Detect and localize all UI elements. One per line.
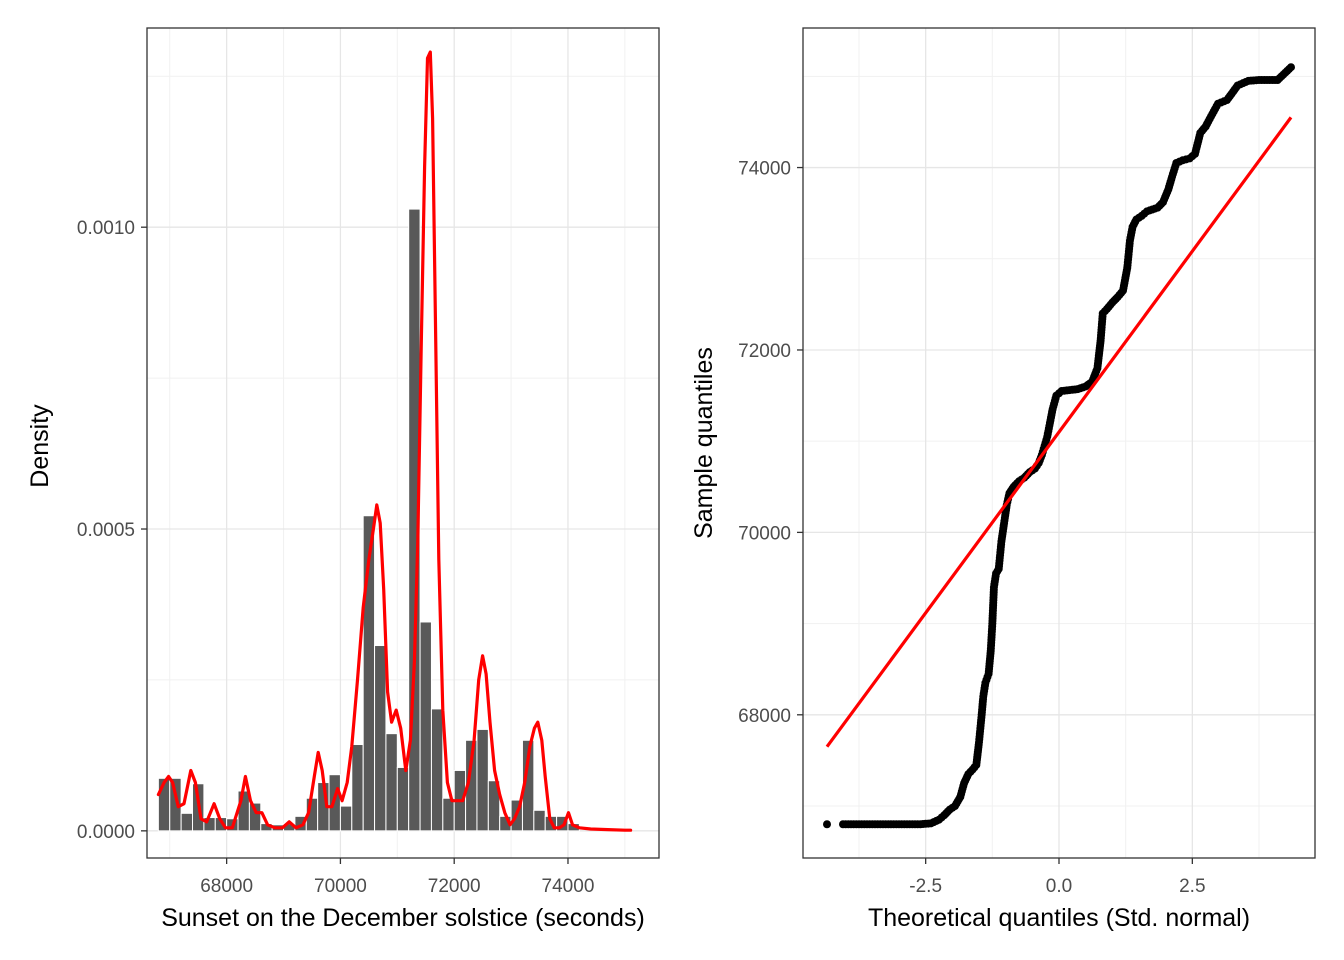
histogram-bar: [180, 812, 194, 832]
left-y-axis-title: Density: [26, 404, 54, 488]
y-tick-label: 68000: [738, 706, 791, 727]
qq-plot-panel: -2.5 0.0 2.5 68000 70000 72000 74000 Theoreti…: [690, 27, 1316, 932]
left-x-axis-title: Sunset on the December solstice (seconds…: [161, 904, 645, 932]
right-y-ticks: 68000 70000 72000 74000: [738, 159, 803, 727]
x-tick-label: 2.5: [1179, 876, 1205, 897]
histogram-bar: [533, 809, 546, 832]
histogram-bar: [374, 645, 387, 832]
histogram-bar: [442, 797, 455, 832]
y-tick-label: 0.0000: [77, 822, 135, 843]
x-tick-label: 74000: [542, 876, 595, 897]
left-y-ticks: 0.0000 0.0005 0.0010: [77, 218, 147, 843]
right-y-axis-title: Sample quantiles: [690, 347, 718, 539]
density-histogram-panel: 68000 70000 72000 74000 0.00000.00050.0010 …: [26, 27, 660, 932]
qq-point: [1287, 63, 1295, 72]
qq-reference-line: [825, 116, 1293, 748]
y-tick-label: 72000: [738, 341, 791, 362]
histogram-bar: [396, 766, 410, 832]
right-x-ticks: -2.5 0.0 2.5: [909, 858, 1206, 897]
histogram-bar: [487, 780, 501, 832]
x-tick-label: 72000: [428, 876, 481, 897]
y-tick-label: 0.0005: [77, 520, 135, 541]
histogram-bar: [237, 790, 250, 832]
left-plot-area: [147, 28, 659, 858]
histogram-bar: [339, 805, 353, 832]
histogram-bar: [248, 802, 262, 832]
left-x-ticks: 68000 70000 72000 74000: [200, 858, 594, 897]
histogram-bar: [385, 733, 398, 832]
qq-point: [823, 820, 831, 829]
y-tick-label: 70000: [738, 523, 791, 544]
y-tick-label: 74000: [738, 159, 791, 180]
x-tick-label: 0.0: [1046, 876, 1072, 897]
histogram-bar: [476, 728, 489, 832]
histogram-bar: [430, 708, 444, 832]
right-gridlines: [803, 28, 1315, 858]
histogram-bar: [419, 621, 432, 832]
x-tick-label: -2.5: [909, 876, 942, 897]
left-panel-border: [146, 27, 660, 859]
histogram-bar: [408, 208, 421, 832]
density-curve: [156, 50, 633, 832]
y-tick-label: 0.0010: [77, 218, 135, 239]
histogram-bar: [351, 744, 364, 832]
x-tick-label: 70000: [314, 876, 367, 897]
right-x-axis-title: Theoretical quantiles (Std. normal): [868, 904, 1250, 932]
x-tick-label: 68000: [200, 876, 253, 897]
